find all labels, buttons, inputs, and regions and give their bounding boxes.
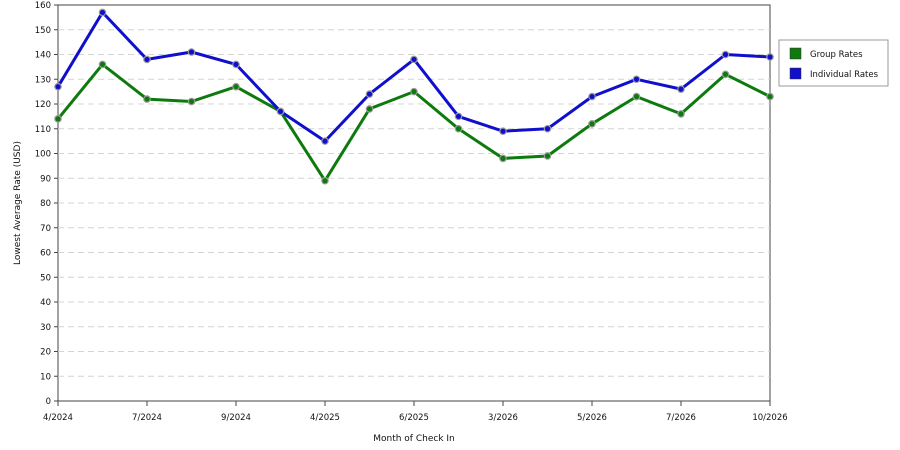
x-tick-label: 4/2024: [43, 413, 73, 423]
data-point: [232, 82, 240, 91]
series-points: [54, 8, 774, 185]
y-tick-label: 70: [40, 224, 51, 234]
data-point: [499, 154, 507, 163]
data-point: [276, 107, 285, 116]
data-point: [321, 137, 329, 145]
data-point: [588, 120, 596, 128]
data-point: [543, 124, 552, 133]
gridlines: [58, 29, 770, 377]
data-point: [632, 75, 641, 84]
y-tick-label: 160: [35, 1, 51, 11]
data-point: [143, 55, 151, 64]
data-point: [677, 85, 685, 93]
legend-swatch-individual: [789, 67, 802, 80]
legend-label-individual: Individual Rates: [810, 70, 879, 80]
y-axis: 0 10 20 30 40 50 60 70 80 90 100 110 120 130 140 150 160: [35, 1, 58, 407]
data-point: [143, 95, 151, 103]
legend-swatch-group: [789, 47, 802, 60]
y-tick-label: 120: [35, 100, 51, 110]
data-point: [187, 97, 196, 106]
y-tick-label: 40: [40, 298, 51, 308]
data-point: [321, 176, 329, 185]
x-tick-label: 7/2024: [132, 413, 162, 423]
data-point: [410, 87, 418, 96]
y-tick-label: 90: [40, 174, 51, 184]
y-tick-label: 100: [35, 150, 51, 160]
y-tick-label: 20: [40, 348, 51, 358]
data-point: [232, 60, 240, 69]
y-tick-label: 10: [40, 372, 51, 382]
x-tick-label: 5/2026: [577, 413, 607, 423]
x-tick-label: 6/2025: [399, 413, 429, 423]
data-point: [677, 110, 685, 118]
data-point: [543, 152, 552, 160]
y-tick-label: 30: [40, 323, 51, 333]
x-tick-label: 10/2026: [752, 413, 787, 423]
y-tick-label: 140: [35, 51, 51, 61]
x-tick-label: 7/2026: [666, 413, 696, 423]
data-point: [98, 8, 107, 17]
x-axis-title: Month of Check In: [373, 434, 455, 444]
data-point: [766, 92, 774, 101]
legend: Group Rates Individual Rates: [778, 39, 889, 87]
data-point: [721, 50, 730, 59]
y-tick-label: 110: [35, 125, 51, 135]
data-point: [187, 48, 196, 56]
data-point: [632, 92, 641, 101]
x-tick-label: 3/2026: [488, 413, 518, 423]
data-point: [54, 115, 62, 123]
y-tick-label: 130: [35, 75, 51, 85]
legend-label-group: Group Rates: [810, 50, 863, 60]
data-point: [721, 70, 730, 79]
x-tick-label: 4/2025: [310, 413, 340, 423]
y-tick-label: 0: [46, 397, 51, 407]
data-point: [499, 127, 507, 136]
data-point: [410, 55, 418, 64]
data-point: [588, 92, 596, 101]
data-point: [365, 105, 374, 113]
data-point: [54, 82, 62, 91]
y-tick-label: 150: [35, 26, 51, 36]
x-axis: 4/2024 7/2024 9/2024 4/2025 6/2025 3/2026 5/20…: [43, 401, 788, 423]
x-tick-label: 9/2024: [221, 413, 251, 423]
data-point: [766, 53, 774, 61]
y-axis-title: Lowest Average Rate (USD): [13, 141, 23, 265]
y-tick-label: 60: [40, 249, 51, 259]
data-point: [98, 60, 107, 69]
data-point: [454, 124, 463, 133]
y-tick-label: 80: [40, 199, 51, 209]
data-point: [365, 90, 374, 98]
y-tick-label: 50: [40, 273, 51, 283]
data-point: [454, 112, 463, 121]
